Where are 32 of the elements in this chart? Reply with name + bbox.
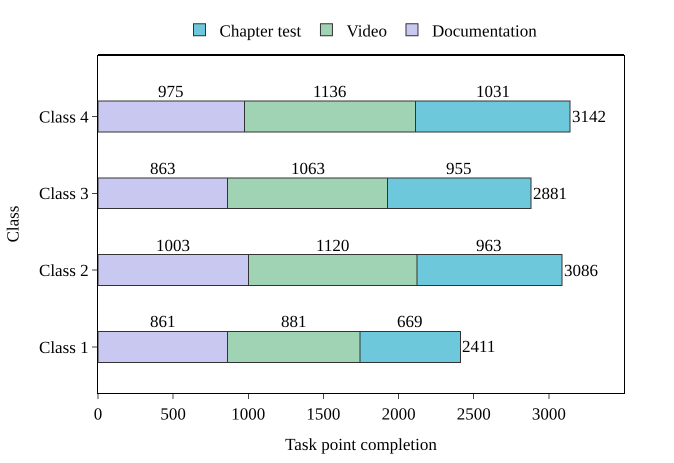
x-tick-label: 0: [94, 404, 102, 424]
y-axis-title: Class: [4, 206, 23, 242]
x-tick-label: 2500: [456, 404, 491, 424]
x-axis-title: Task point completion: [285, 434, 438, 454]
data-label: 1136: [313, 82, 346, 101]
y-tick-label: Class 2: [39, 261, 89, 280]
y-tick-label: Class 1: [39, 338, 89, 357]
data-label: 881: [281, 312, 306, 331]
x-tick-label: 3000: [532, 404, 566, 424]
data-label: 963: [476, 236, 502, 255]
total-label: 2881: [533, 184, 567, 203]
data-label: 975: [158, 82, 184, 101]
legend-label: Chapter test: [220, 21, 302, 40]
data-label: 1063: [291, 159, 325, 178]
x-tick-label: 500: [160, 404, 186, 424]
data-label: 669: [397, 312, 422, 331]
total-label: 3086: [564, 261, 598, 280]
x-tick-label: 2000: [382, 404, 416, 424]
legend-label: Documentation: [432, 21, 538, 40]
x-tick-label: 1500: [306, 404, 340, 424]
legend-label: Video: [346, 21, 387, 40]
data-label: 955: [446, 159, 472, 178]
total-label: 3142: [572, 107, 606, 126]
total-label: 2411: [462, 337, 496, 356]
x-tick-label: 1000: [231, 404, 266, 424]
y-tick-label: Class 4: [39, 107, 90, 126]
data-label: 1003: [156, 236, 190, 255]
data-label: 1031: [476, 82, 510, 101]
data-label: 863: [150, 159, 176, 178]
y-tick-label: Class 3: [39, 184, 89, 204]
data-label: 861: [150, 312, 176, 331]
data-label: 1120: [316, 236, 350, 255]
